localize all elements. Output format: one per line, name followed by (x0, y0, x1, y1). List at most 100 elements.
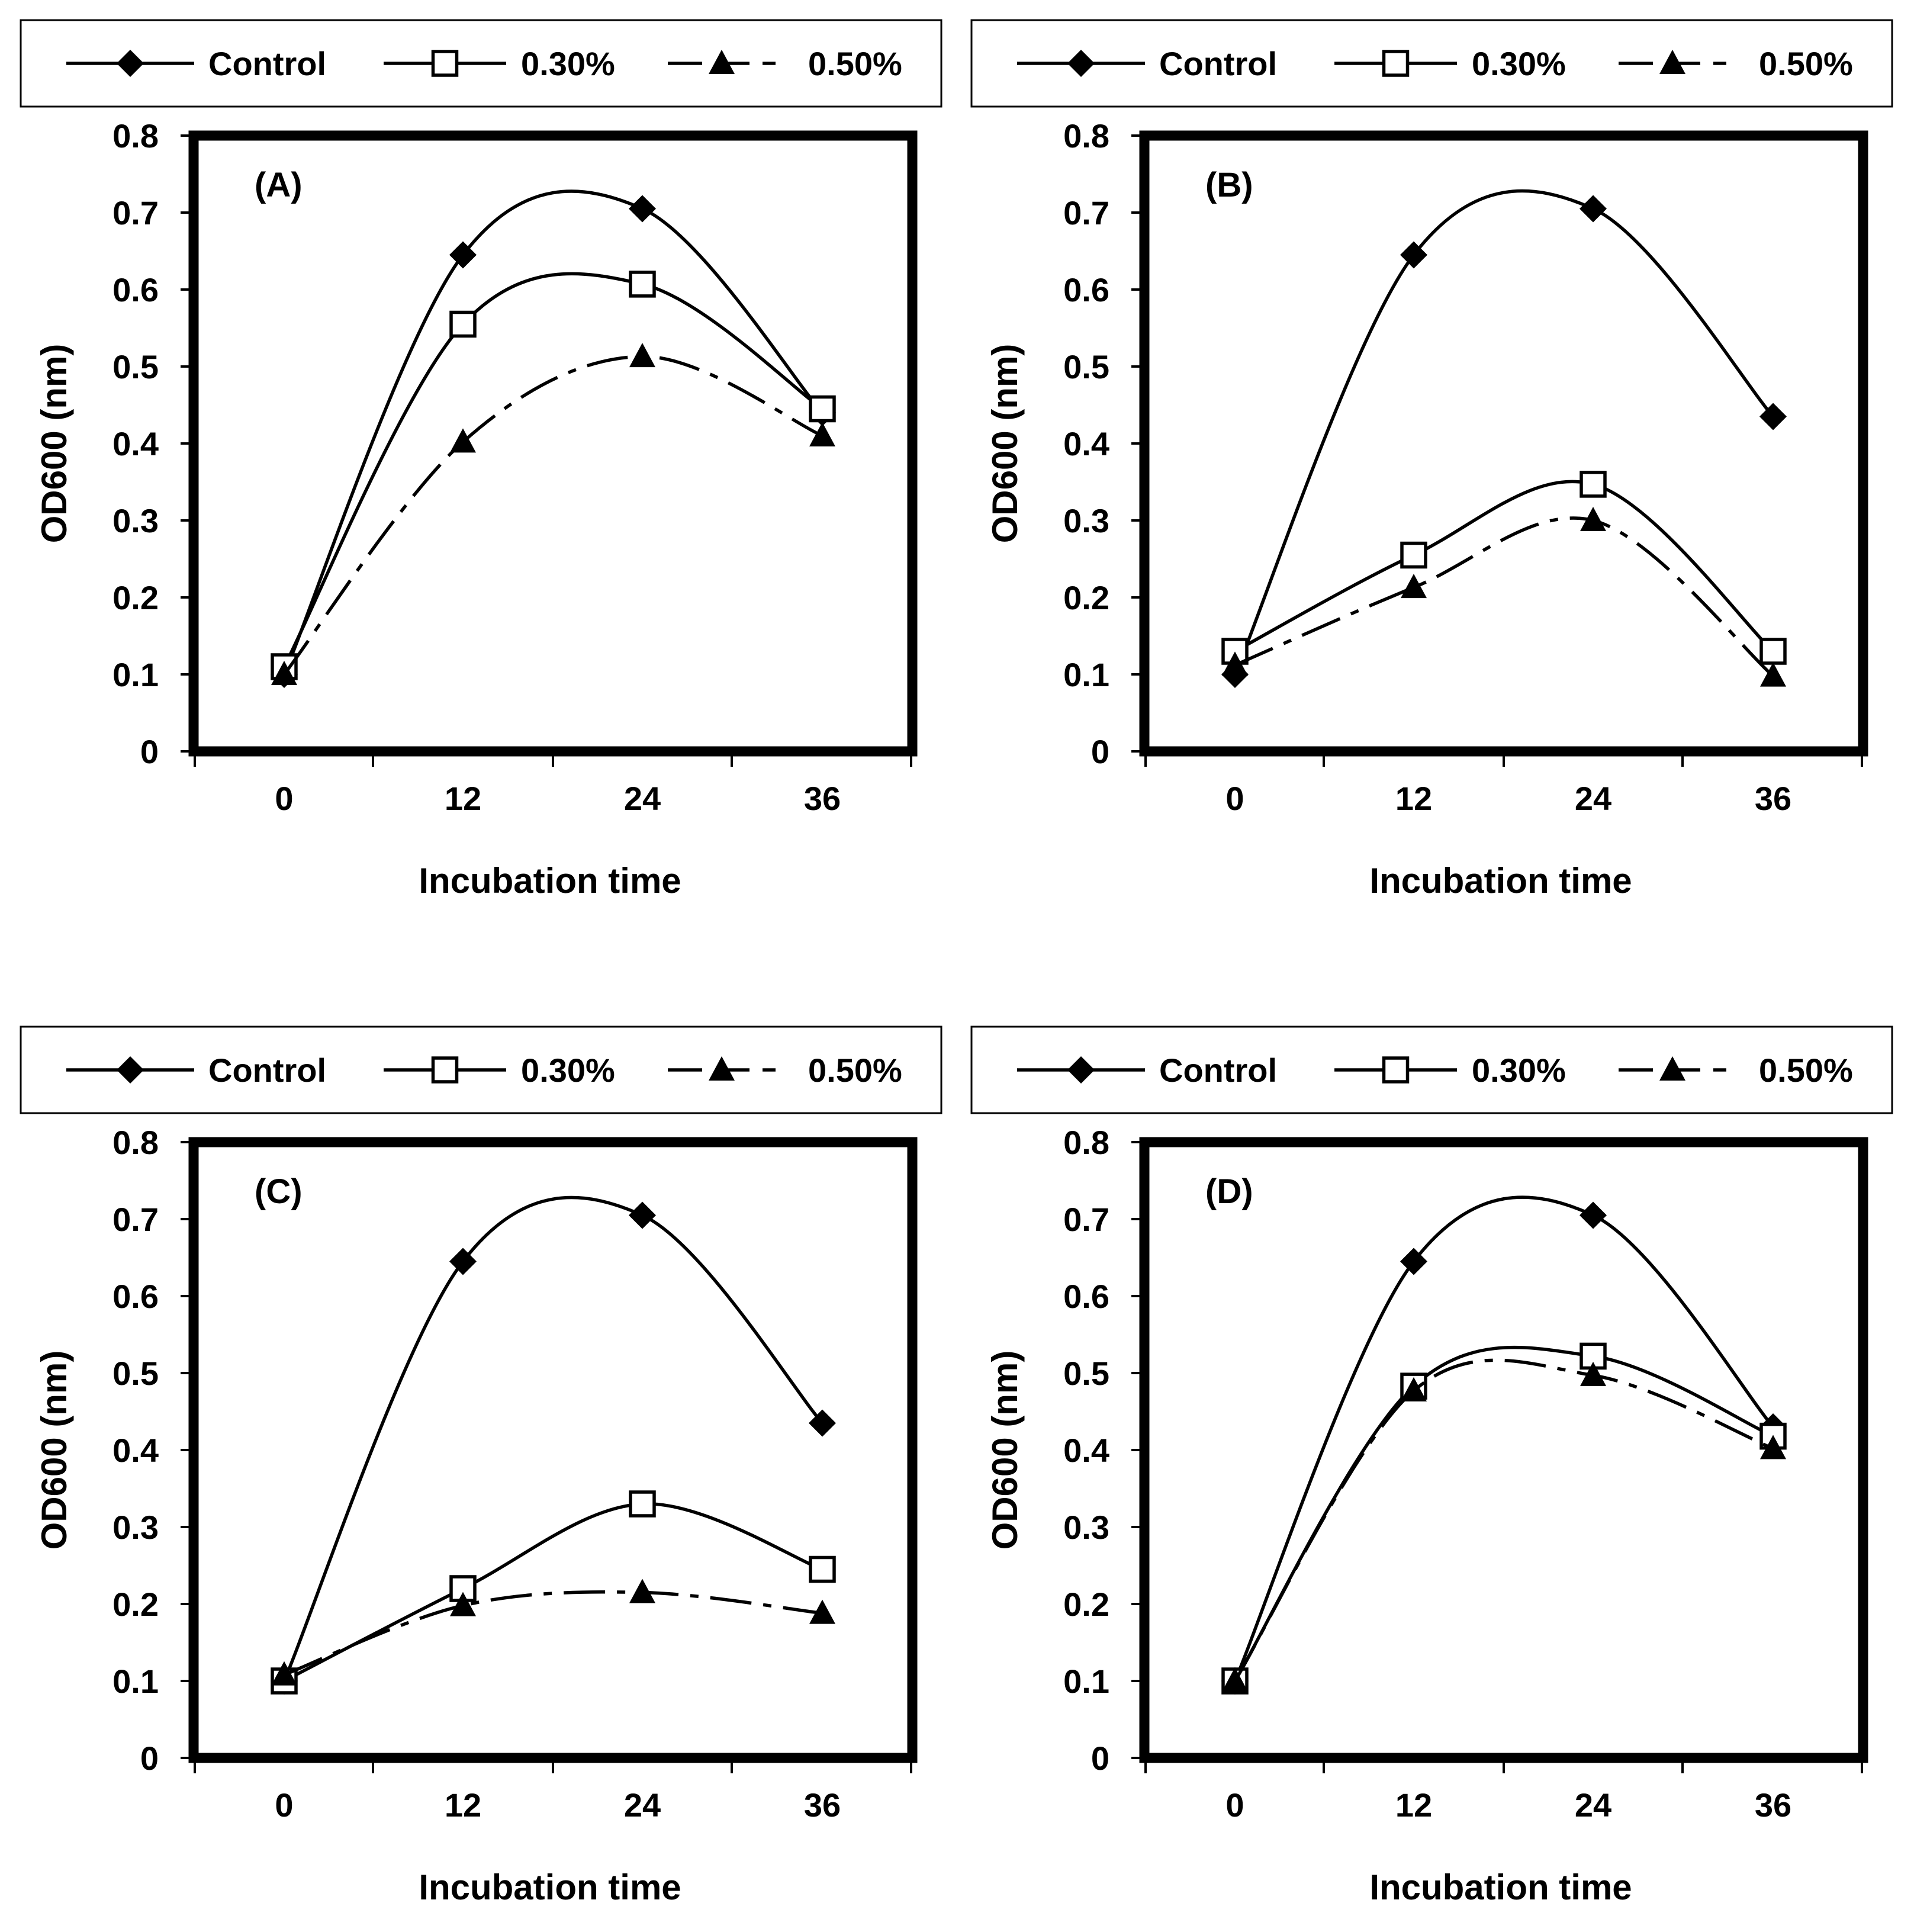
x-axis-title: Incubation time (1369, 1867, 1632, 1907)
y-tick-label-3: 0.3 (112, 502, 159, 539)
legend-marker-1 (431, 1056, 459, 1084)
plot-frame (188, 1137, 918, 1763)
series-line-0 (282, 1195, 824, 1682)
legend-marker-0 (1067, 1056, 1095, 1084)
y-tick-label-8: 0.8 (1063, 117, 1109, 155)
x-tick-label-1: 12 (445, 1786, 481, 1824)
data-point-s1-3 (1759, 638, 1787, 665)
y-tick-label-8: 0.8 (1063, 1124, 1109, 1161)
legend-marker-2 (709, 50, 735, 74)
data-point-s0-2 (1580, 195, 1607, 223)
legend-label-0: Control (208, 45, 326, 82)
y-tick-label-3: 0.3 (1063, 1509, 1109, 1546)
chart-panel-b: Control 0.30% 0.50% 0 0.1 0.2 0.3 0.4 0.5 0.6 0.7 0… (970, 19, 1893, 901)
y-tick-label-7: 0.7 (1063, 194, 1109, 232)
data-point-s2-1 (1401, 574, 1427, 599)
series-line-0 (1233, 189, 1775, 676)
y-tick-label-6: 0.6 (1063, 1278, 1109, 1315)
y-axis-title: OD600 (nm) (985, 344, 1025, 544)
panel-label: (B) (1205, 166, 1253, 204)
legend-marker-1 (1382, 1056, 1410, 1084)
x-axis-title: Incubation time (1369, 861, 1632, 901)
legend-label-0: Control (208, 1052, 326, 1089)
legend-label-1: 0.30% (1472, 1052, 1566, 1089)
y-tick-label-2: 0.2 (1063, 579, 1109, 616)
legend-marker-1 (431, 50, 459, 77)
series-line-2 (284, 1590, 823, 1677)
legend-marker-1 (1382, 50, 1410, 77)
y-tick-label-5: 0.5 (1063, 1355, 1109, 1392)
data-point-s2-3 (1760, 662, 1786, 687)
x-tick-label-3: 36 (804, 1786, 841, 1824)
plot-frame (1139, 1137, 1868, 1763)
legend-label-2: 0.50% (808, 1052, 902, 1089)
y-tick-label-4: 0.4 (112, 1432, 159, 1469)
x-tick-label-0: 0 (1225, 1786, 1244, 1824)
y-axis-title: OD600 (nm) (34, 344, 74, 544)
panel-label: (C) (255, 1172, 303, 1211)
data-point-s2-2 (629, 1579, 655, 1603)
y-tick-label-2: 0.2 (1063, 1586, 1109, 1623)
x-tick-label-1: 12 (1395, 1786, 1432, 1824)
series-line-0 (282, 189, 824, 676)
legend-marker-2 (709, 1056, 735, 1081)
plot-frame (188, 130, 918, 757)
x-tick-label-0: 0 (1225, 780, 1244, 817)
series-line-1 (282, 272, 823, 668)
y-tick-label-6: 0.6 (1063, 271, 1109, 308)
y-tick-label-0: 0 (1091, 1740, 1109, 1777)
x-tick-label-0: 0 (275, 780, 293, 817)
y-tick-label-1: 0.1 (112, 656, 159, 693)
series-line-0 (1233, 1195, 1775, 1682)
y-tick-label-0: 0 (140, 733, 159, 770)
data-point-s1-2 (1580, 471, 1607, 498)
data-point-s2-3 (809, 1599, 835, 1624)
y-tick-label-8: 0.8 (112, 1124, 159, 1161)
legend-label-2: 0.50% (1759, 45, 1853, 82)
series-line-2 (1233, 1358, 1774, 1682)
data-point-s1-1 (1400, 541, 1427, 569)
legend-label-2: 0.50% (808, 45, 902, 82)
y-tick-label-8: 0.8 (112, 117, 159, 155)
x-tick-label-2: 24 (1575, 780, 1611, 817)
x-tick-label-2: 24 (624, 780, 661, 817)
data-point-s2-1 (1401, 1377, 1427, 1401)
chart-panel-c: Control 0.30% 0.50% 0 0.1 0.2 0.3 0.4 0.5 0.6 0.7 0… (20, 1026, 942, 1907)
y-tick-label-1: 0.1 (1063, 656, 1109, 693)
data-point-s0-3 (1759, 403, 1787, 430)
series-line-2 (1234, 516, 1774, 677)
data-point-s2-0 (1222, 1667, 1248, 1692)
panel-label: (D) (1205, 1172, 1253, 1211)
y-tick-label-4: 0.4 (1063, 1432, 1109, 1469)
legend-label-2: 0.50% (1759, 1052, 1853, 1089)
y-axis-title: OD600 (nm) (985, 1351, 1025, 1550)
data-point-s1-2 (629, 271, 656, 298)
x-tick-label-1: 12 (1395, 780, 1432, 817)
legend-label-0: Control (1159, 45, 1277, 82)
y-tick-label-1: 0.1 (1063, 1663, 1109, 1700)
legend-marker-2 (1659, 50, 1685, 74)
y-tick-label-0: 0 (140, 1740, 159, 1777)
legend-marker-2 (1659, 1056, 1685, 1081)
y-tick-label-7: 0.7 (112, 1201, 159, 1238)
data-point-s0-1 (1400, 241, 1427, 269)
legend-label-1: 0.30% (521, 45, 615, 82)
data-point-s0-2 (629, 195, 656, 223)
y-tick-label-7: 0.7 (112, 194, 159, 232)
legend-marker-0 (117, 1056, 144, 1084)
data-point-s0-1 (1400, 1248, 1427, 1275)
data-point-s2-0 (271, 661, 297, 685)
legend-label-1: 0.30% (1472, 45, 1566, 82)
series-line-1 (1234, 480, 1774, 653)
x-tick-label-3: 36 (1755, 780, 1791, 817)
data-point-s0-1 (449, 241, 477, 269)
y-axis-title: OD600 (nm) (34, 1351, 74, 1550)
data-point-s1-2 (629, 1490, 656, 1518)
y-tick-label-5: 0.5 (112, 348, 159, 385)
plot-frame (1139, 130, 1868, 757)
data-point-s2-3 (809, 422, 835, 446)
data-point-s0-3 (809, 1409, 836, 1437)
x-tick-label-2: 24 (624, 1786, 661, 1824)
y-tick-label-7: 0.7 (1063, 1201, 1109, 1238)
